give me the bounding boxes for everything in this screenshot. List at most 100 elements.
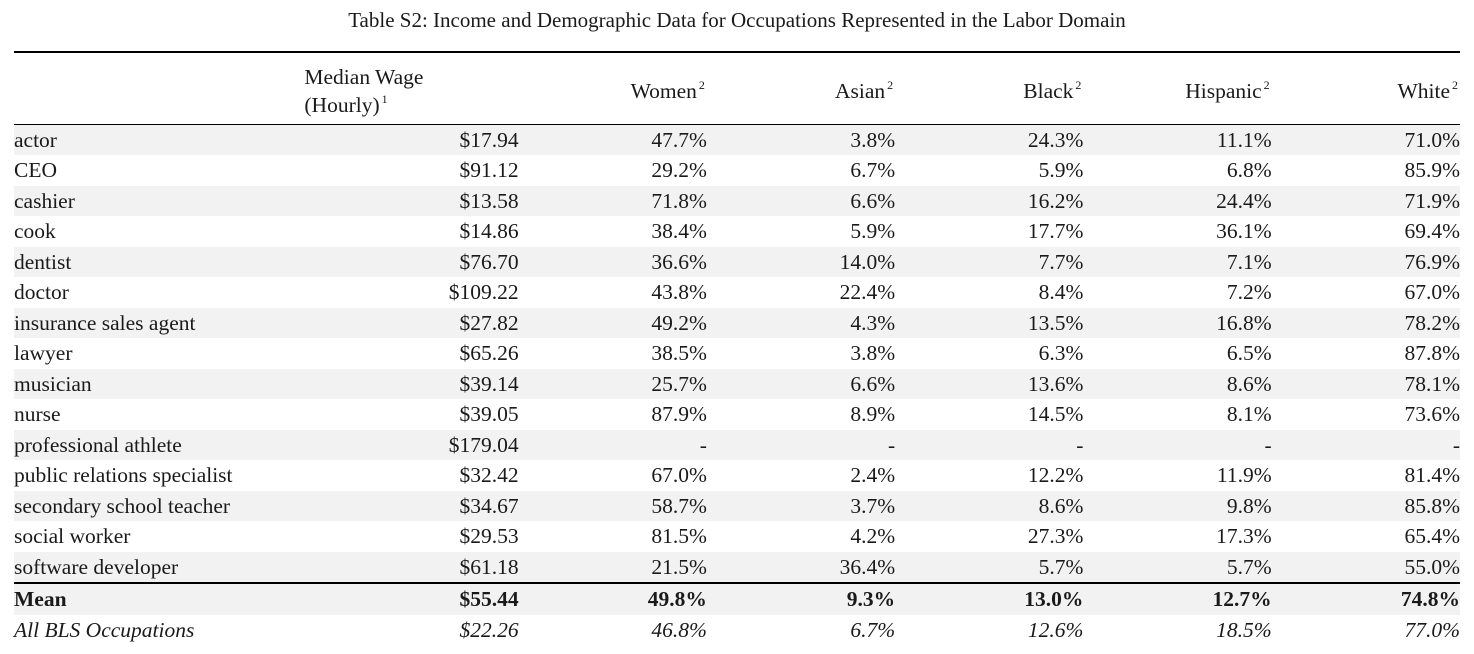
table-header: Median Wage (Hourly) 1 Women 2 Asian 2 Blac… bbox=[14, 52, 1460, 125]
header-median-wage: Median Wage (Hourly) 1 bbox=[304, 52, 519, 125]
cell-white: 78.2% bbox=[1271, 307, 1460, 338]
table-row: social worker $29.53 81.5% 4.2% 27.3% 17.3% 65… bbox=[14, 521, 1460, 552]
cell-hispanic: 6.5% bbox=[1226, 341, 1272, 365]
cell-black: - bbox=[895, 429, 1084, 460]
cell-occupation: actor bbox=[14, 124, 305, 155]
cell-hispanic: 7.2% bbox=[1226, 280, 1272, 304]
cell-wage: $13.58 bbox=[304, 185, 519, 216]
header-asian-label: Asian bbox=[835, 79, 886, 104]
cell-asian: 4.3% bbox=[706, 307, 896, 338]
header-white: White 2 bbox=[1271, 52, 1460, 125]
cell-black: 5.9% bbox=[1038, 158, 1084, 182]
header-black-label: Black bbox=[1023, 79, 1074, 104]
cell-hispanic: 36.1% bbox=[1216, 219, 1272, 243]
cell-black: 17.7% bbox=[1027, 219, 1084, 243]
header-black: Black 2 bbox=[895, 52, 1084, 125]
cell-occupation: CEO bbox=[14, 158, 57, 182]
cell-women: 49.8% bbox=[518, 582, 707, 615]
cell-asian: 6.7% bbox=[850, 158, 896, 182]
header-women-label: Women bbox=[630, 79, 697, 104]
cell-asian: 22.4% bbox=[839, 280, 896, 304]
cell-black: 13.5% bbox=[895, 307, 1084, 338]
cell-wage: $55.44 bbox=[304, 582, 519, 615]
cell-women: 38.5% bbox=[651, 341, 707, 365]
cell-women: 29.2% bbox=[651, 158, 707, 182]
cell-women: 43.8% bbox=[651, 280, 707, 304]
cell-hispanic: - bbox=[1083, 429, 1272, 460]
cell-occupation: musician bbox=[14, 368, 305, 399]
cell-black: 27.3% bbox=[1027, 524, 1084, 548]
cell-asian: 36.4% bbox=[706, 551, 896, 583]
cell-women: 21.5% bbox=[518, 551, 707, 583]
bls-row: All BLS Occupations $22.26 46.8% 6.7% 12… bbox=[14, 614, 1460, 645]
header-hispanic: Hispanic 2 bbox=[1083, 52, 1272, 125]
cell-asian: 4.2% bbox=[850, 524, 896, 548]
cell-asian: 3.8% bbox=[850, 341, 896, 365]
cell-women: 46.8% bbox=[518, 614, 707, 645]
header-asian: Asian 2 bbox=[706, 52, 896, 125]
header-white-label: White bbox=[1397, 79, 1450, 104]
cell-women: 25.7% bbox=[518, 368, 707, 399]
cell-occupation: dentist bbox=[14, 246, 305, 277]
cell-hispanic: 24.4% bbox=[1083, 185, 1272, 216]
cell-occupation: lawyer bbox=[14, 341, 73, 365]
cell-black: 6.3% bbox=[1038, 341, 1084, 365]
cell-women: 71.8% bbox=[518, 185, 707, 216]
cell-white: - bbox=[1271, 429, 1460, 460]
cell-occupation: cashier bbox=[14, 185, 305, 216]
table-row: CEO $91.12 29.2% 6.7% 5.9% 6.8% 85.9% bbox=[14, 155, 1460, 186]
cell-asian: 3.7% bbox=[706, 490, 896, 521]
cell-white: 74.8% bbox=[1271, 582, 1460, 615]
table-row: insurance sales agent $27.82 49.2% 4.3% 13.5… bbox=[14, 307, 1460, 338]
cell-black: 12.6% bbox=[895, 614, 1084, 645]
cell-women: 38.4% bbox=[651, 219, 707, 243]
header-occupation bbox=[14, 52, 305, 125]
cell-wage: $91.12 bbox=[459, 158, 519, 182]
table-row: dentist $76.70 36.6% 14.0% 7.7% 7.1% 76.9% bbox=[14, 246, 1460, 277]
cell-occupation: cook bbox=[14, 219, 56, 243]
table-row: software developer $61.18 21.5% 36.4% 5.7% 5.… bbox=[14, 551, 1460, 583]
footnote-2-marker: 2 bbox=[1263, 78, 1270, 93]
cell-women: 87.9% bbox=[651, 402, 707, 426]
header-wage-line2: (Hourly) bbox=[304, 93, 380, 118]
mean-row: Mean $55.44 49.8% 9.3% 13.0% 12.7% 74.8% bbox=[14, 582, 1460, 615]
cell-occupation: All BLS Occupations bbox=[14, 614, 305, 645]
table-body: actor $17.94 47.7% 3.8% 24.3% 11.1% 71.0% CEO $9… bbox=[14, 124, 1460, 645]
footnote-2-marker: 2 bbox=[698, 78, 705, 93]
cell-wage: $61.18 bbox=[304, 551, 519, 583]
footnote-1-marker: 1 bbox=[381, 92, 388, 107]
footnote-2-marker: 2 bbox=[1452, 78, 1458, 93]
cell-women: 49.2% bbox=[518, 307, 707, 338]
table-row: musician $39.14 25.7% 6.6% 13.6% 8.6% 78.1% bbox=[14, 368, 1460, 399]
cell-asian: - bbox=[706, 429, 896, 460]
cell-white: 77.0% bbox=[1271, 614, 1460, 645]
cell-asian: 9.3% bbox=[706, 582, 896, 615]
cell-wage: $32.42 bbox=[459, 463, 519, 487]
cell-black: 24.3% bbox=[895, 124, 1084, 155]
cell-occupation: software developer bbox=[14, 551, 305, 583]
cell-asian: 8.9% bbox=[850, 402, 896, 426]
cell-wage: $34.67 bbox=[304, 490, 519, 521]
cell-black: 7.7% bbox=[895, 246, 1084, 277]
cell-white: 65.4% bbox=[1404, 524, 1460, 548]
cell-black: 12.2% bbox=[1027, 463, 1084, 487]
cell-white: 81.4% bbox=[1404, 463, 1460, 487]
cell-wage: $29.53 bbox=[459, 524, 519, 548]
cell-occupation: public relations specialist bbox=[14, 463, 233, 487]
cell-hispanic: 12.7% bbox=[1083, 582, 1272, 615]
table-row: cook $14.86 38.4% 5.9% 17.7% 36.1% 69.4% bbox=[14, 216, 1460, 247]
cell-hispanic: 7.1% bbox=[1083, 246, 1272, 277]
header-wage-line1: Median Wage bbox=[304, 65, 424, 90]
cell-wage: $39.14 bbox=[304, 368, 519, 399]
cell-black: 14.5% bbox=[1027, 402, 1084, 426]
cell-white: 87.8% bbox=[1404, 341, 1460, 365]
table-row: professional athlete $179.04- - - - - bbox=[14, 429, 1460, 460]
cell-hispanic: 11.1% bbox=[1083, 124, 1272, 155]
cell-asian: 2.4% bbox=[850, 463, 896, 487]
cell-wage: $17.94 bbox=[304, 124, 519, 155]
cell-women: 81.5% bbox=[651, 524, 707, 548]
cell-white: 69.4% bbox=[1404, 219, 1460, 243]
cell-asian: 14.0% bbox=[706, 246, 896, 277]
cell-hispanic: 17.3% bbox=[1216, 524, 1272, 548]
cell-white: 71.9% bbox=[1271, 185, 1460, 216]
